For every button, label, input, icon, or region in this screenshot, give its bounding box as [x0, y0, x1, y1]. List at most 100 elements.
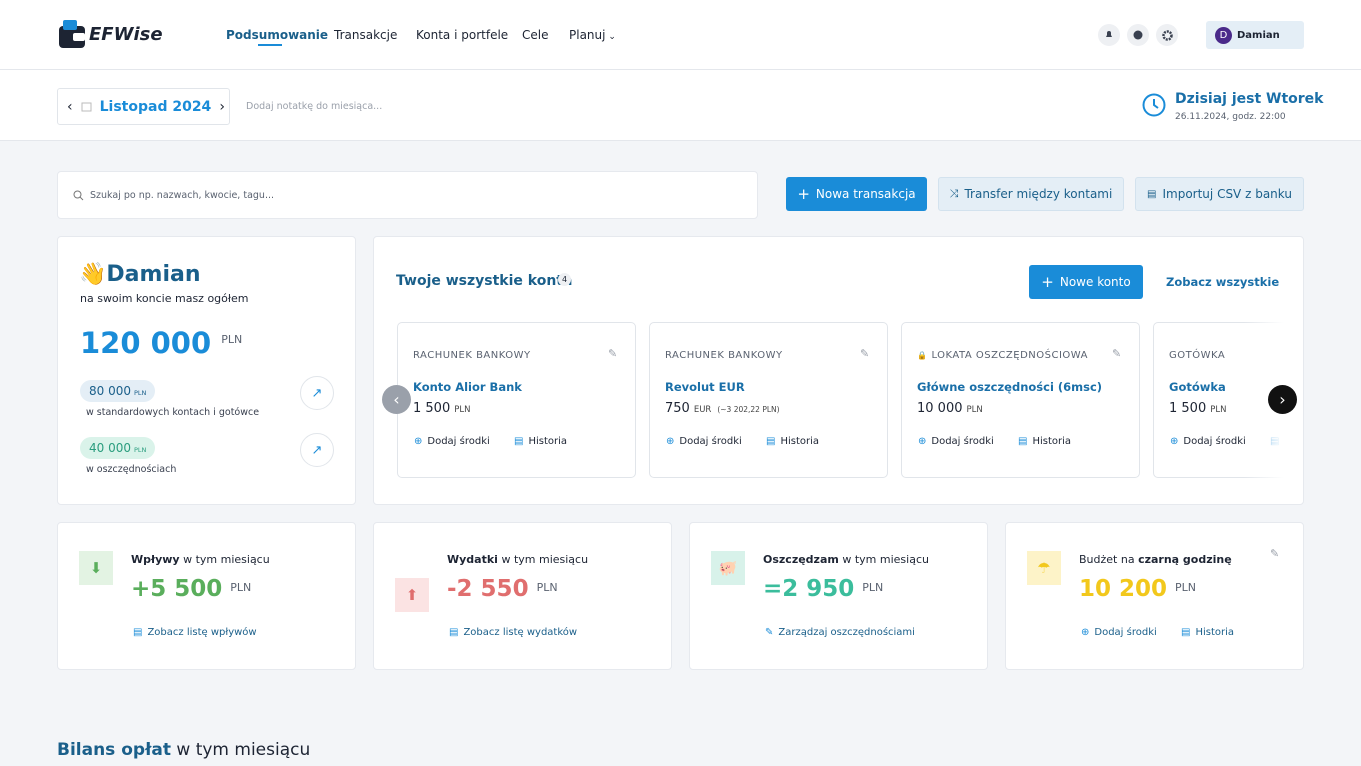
icon-shape	[1142, 93, 1166, 117]
account-action[interactable]: ▤ Historia	[514, 436, 567, 447]
top-bar: EFWise Podsumowanie Transakcje Konta i por…	[0, 0, 1361, 70]
carousel-next[interactable]: ›	[1268, 385, 1297, 414]
search-placeholder: Szukaj po np. nazwach, kwocie, tagu...	[90, 189, 274, 201]
logo-text: EFWise	[89, 24, 163, 45]
month-picker: ‹ Listopad 2024 ›	[57, 88, 230, 125]
help-button[interactable]	[1127, 24, 1149, 46]
edit-budget-button[interactable]: ✎	[1270, 547, 1280, 560]
balance-title: Bilans opłat	[57, 740, 171, 760]
stat-title-part: czarną godzinę	[1138, 553, 1232, 566]
nav-item[interactable]: Cele	[522, 28, 549, 42]
action-label: Historia	[528, 436, 568, 447]
new-account-button[interactable]: + Nowe konto	[1029, 265, 1143, 299]
user-name: Damian	[1237, 29, 1280, 41]
account-type-label: GOTÓWKA	[1169, 350, 1226, 361]
account-action[interactable]: ▤ Historia	[1018, 436, 1071, 447]
link-label: Dodaj środki	[1094, 627, 1157, 638]
account-action[interactable]: ▤ Historia	[766, 436, 819, 447]
stat-link[interactable]: ✎ Zarządzaj oszczędnościami	[765, 627, 915, 638]
account-currency: PLN	[1210, 405, 1227, 415]
summary-total-row: 120 000 PLN	[80, 326, 242, 360]
carousel-prev[interactable]: ‹	[382, 385, 411, 414]
accounts-count: 4	[558, 273, 571, 286]
search-box[interactable]: Szukaj po np. nazwach, kwocie, tagu...	[57, 171, 758, 219]
part-amount: 40 000	[89, 441, 131, 455]
nav-item[interactable]: Podsumowanie	[226, 28, 329, 42]
link-icon: ⊕	[1081, 627, 1090, 638]
stat-title-part: Oszczędzam	[763, 553, 839, 566]
search-icon	[73, 190, 84, 200]
stat-title: Wydatki w tym miesiącu	[447, 553, 588, 566]
action-icon: ⊕	[414, 436, 423, 447]
action-icon: ▤	[1018, 436, 1028, 447]
open-part-button[interactable]: ↗	[300, 433, 334, 467]
bell-icon	[1106, 31, 1112, 37]
gear-icon	[1161, 29, 1173, 41]
summary-part-label: w standardowych kontach i gotówce	[86, 407, 260, 418]
account-action[interactable]: ⊕ Dodaj środki	[1170, 436, 1246, 447]
stat-value: +5 500	[131, 576, 223, 602]
user-menu[interactable]: D Damian	[1206, 21, 1304, 49]
nav-underline	[258, 44, 282, 46]
settings-button[interactable]	[1156, 24, 1178, 46]
stat-icon: ⬆	[395, 578, 429, 612]
button-label: Importuj CSV z banku	[1162, 187, 1292, 201]
transfer-button[interactable]: ⤨ Transfer między kontami	[938, 177, 1124, 211]
icon-shape	[73, 33, 85, 41]
account-action[interactable]: ⊕ Dodaj środki	[414, 436, 490, 447]
account-type: 🔒 LOKATA OSZCZĘDNOŚCIOWA	[917, 350, 1088, 361]
balance-heading: Bilans opłat w tym miesiącu	[57, 740, 310, 760]
action-icon: ⊕	[666, 436, 675, 447]
stat-title-part: w tym miesiącu	[497, 553, 589, 566]
summary-currency: PLN	[221, 333, 243, 346]
stat-link[interactable]: ▤ Zobacz listę wpływów	[133, 627, 257, 638]
action-icon: ▤	[514, 436, 524, 447]
account-converted: (~3 202,22 PLN)	[717, 405, 780, 414]
account-action[interactable]: ⊕ Dodaj środki	[666, 436, 742, 447]
open-part-button[interactable]: ↗	[300, 376, 334, 410]
account-card: 🔒 LOKATA OSZCZĘDNOŚCIOWA ✎ Główne oszczędno…	[901, 322, 1140, 478]
nav-item[interactable]: Transakcje	[334, 28, 398, 42]
link-icon: ✎	[765, 627, 774, 638]
account-action[interactable]: ⊕ Dodaj środki	[918, 436, 994, 447]
clock-icon	[1142, 93, 1166, 117]
import-csv-button[interactable]: ▤ Importuj CSV z banku	[1135, 177, 1304, 211]
stat-link[interactable]: ⊕ Dodaj środki	[1081, 627, 1157, 638]
account-balance: 1 500 PLN	[413, 401, 470, 416]
next-month[interactable]: ›	[219, 98, 225, 115]
stat-title-part: Wydatki	[447, 553, 498, 566]
stat-value: -2 550	[447, 576, 529, 602]
see-all-accounts-link[interactable]: Zobacz wszystkie	[1166, 275, 1280, 289]
nav-item[interactable]: Planuj ⌄	[569, 28, 616, 42]
stat-icon: ☂	[1027, 551, 1061, 585]
new-transaction-button[interactable]: + Nowa transakcja	[786, 177, 927, 211]
month-note-input[interactable]: Dodaj notatkę do miesiąca...	[246, 101, 383, 112]
balance-subtitle: w tym miesiącu	[176, 740, 311, 760]
prev-month[interactable]: ‹	[67, 98, 73, 115]
account-balance: 10 000 PLN	[917, 401, 983, 416]
stat-unit: PLN	[536, 581, 558, 594]
part-amount: 80 000	[89, 384, 131, 398]
account-amount: 750	[665, 401, 690, 416]
wave-emoji: 👋	[79, 262, 107, 287]
part-currency: PLN	[134, 389, 147, 397]
stat-link[interactable]: ▤ Zobacz listę wydatków	[449, 627, 577, 638]
nav-item[interactable]: Konta i portfele	[416, 28, 509, 42]
stat-icon: 🐖	[711, 551, 745, 585]
stat-unit: PLN	[1175, 581, 1197, 594]
account-name: Gotówka	[1169, 380, 1226, 394]
notifications-button[interactable]	[1098, 24, 1120, 46]
summary-part-label: w oszczędnościach	[86, 464, 177, 475]
account-currency: PLN	[454, 405, 471, 415]
stat-value-row: +5 500 PLN	[131, 576, 251, 602]
edit-account-button[interactable]: ✎	[860, 347, 870, 360]
account-amount: 10 000	[917, 401, 963, 416]
action-icon: ▤	[766, 436, 776, 447]
stat-title-part: Wpływy	[131, 553, 180, 566]
edit-account-button[interactable]: ✎	[608, 347, 618, 360]
stat-link[interactable]: ▤ Historia	[1181, 627, 1234, 638]
accounts-card: Twoje wszystkie konta 4 + Nowe konto Zoba…	[373, 236, 1304, 505]
icon-shape	[1153, 99, 1159, 109]
edit-account-button[interactable]: ✎	[1112, 347, 1122, 360]
